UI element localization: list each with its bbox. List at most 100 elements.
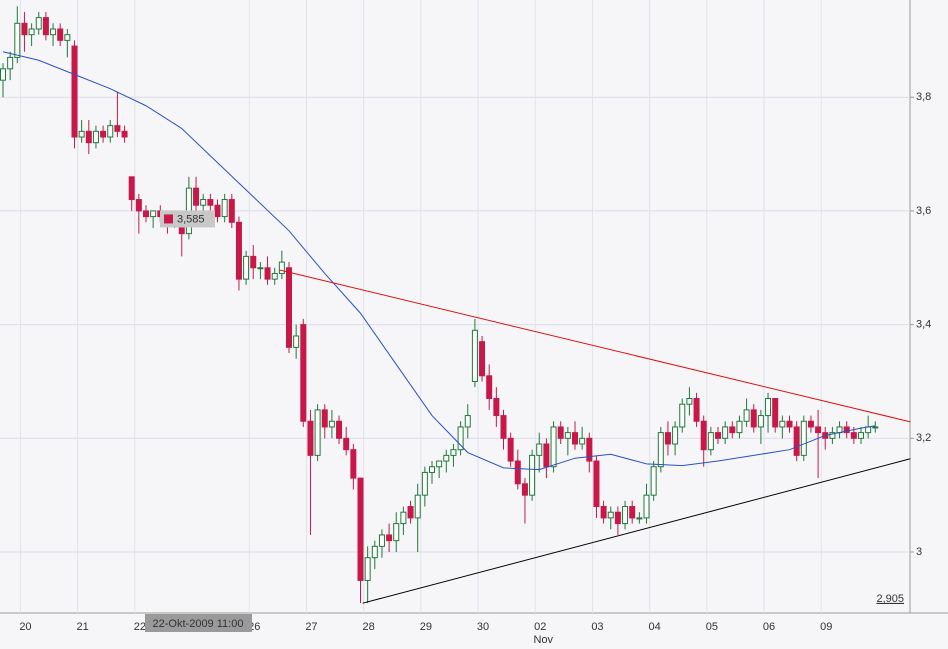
candle-body — [321, 409, 328, 428]
candle-body — [779, 420, 786, 428]
time-label: 22-Okt-2009 11:00 — [153, 618, 244, 630]
candle-body — [586, 437, 593, 462]
candle-body — [143, 210, 149, 218]
candle-body — [307, 420, 314, 456]
candle-body — [843, 426, 850, 434]
candle-body — [343, 437, 350, 451]
x-tick-label: 30 — [477, 621, 489, 633]
candle-body — [865, 426, 872, 434]
month-label: Nov — [533, 634, 553, 646]
candle-body — [443, 454, 450, 462]
x-tick-label: 09 — [820, 621, 832, 633]
candle-body — [35, 17, 42, 30]
y-tick-label: 3 — [916, 546, 922, 558]
candle-body — [557, 426, 564, 439]
candle-body — [28, 28, 35, 36]
candle-body — [629, 506, 636, 519]
candle-body — [572, 432, 578, 445]
x-tick-label: 05 — [706, 621, 718, 633]
candle-body — [407, 506, 414, 519]
candle-body — [436, 460, 443, 468]
candle-body — [328, 420, 335, 428]
x-tick-label: 22 — [134, 621, 146, 633]
y-tick-label: 3,8 — [916, 91, 931, 103]
candle-body — [529, 454, 536, 496]
candle-body — [235, 221, 242, 280]
candle-body — [85, 130, 92, 144]
candle-body — [786, 420, 793, 428]
candle-body — [371, 545, 378, 559]
min-label: 2,905 — [876, 593, 904, 605]
candle-body — [128, 176, 135, 201]
x-tick-label: 04 — [649, 621, 661, 633]
candle-body — [100, 130, 107, 138]
candle-body — [414, 494, 421, 519]
candle-body — [650, 466, 657, 496]
candle-body — [757, 415, 764, 428]
candle-body — [336, 420, 343, 439]
candle-body — [464, 415, 471, 428]
candle-body — [793, 426, 800, 456]
candle-body — [715, 432, 721, 439]
candle-body — [193, 187, 200, 206]
candle-body — [521, 483, 528, 496]
x-tick-label: 20 — [19, 621, 31, 633]
candle-body — [214, 204, 221, 218]
candle-body — [493, 398, 500, 417]
candle-body — [471, 329, 478, 382]
candle-body — [765, 398, 772, 417]
candle-body — [457, 426, 464, 451]
candle-body — [829, 432, 836, 439]
candle-body — [243, 255, 250, 280]
x-tick-label: 21 — [77, 621, 89, 633]
candle-body — [800, 420, 807, 456]
candle-body — [514, 460, 521, 485]
candle-body — [479, 341, 486, 377]
candle-body — [536, 443, 543, 456]
candle-body — [150, 210, 157, 218]
candle-body — [228, 199, 235, 223]
candle-body — [693, 398, 700, 422]
candle-body — [486, 375, 493, 400]
candle-body — [71, 45, 78, 138]
candle-body — [421, 471, 428, 496]
candle-body — [107, 125, 114, 138]
candle-body — [64, 34, 71, 41]
candle-body — [50, 28, 57, 36]
candle-body — [114, 125, 121, 132]
candle-body — [807, 420, 814, 428]
candle-body — [772, 398, 779, 428]
y-tick-label: 3,6 — [916, 205, 931, 217]
candle-body — [850, 432, 857, 439]
candle-body — [500, 415, 507, 439]
candle-body — [429, 466, 435, 473]
trend-line — [279, 269, 911, 423]
y-tick-label: 3,4 — [916, 319, 931, 331]
candle-body — [815, 426, 822, 434]
candle-body — [400, 511, 407, 525]
candle-body — [722, 426, 729, 439]
candle-body — [607, 511, 614, 519]
candle-body — [707, 432, 714, 451]
candle-body — [250, 255, 257, 269]
candle-body — [450, 449, 457, 456]
candle-body — [314, 409, 321, 456]
candle-body — [636, 517, 643, 520]
x-tick-label: 03 — [591, 621, 603, 633]
trend-line — [362, 458, 911, 604]
candle-body — [622, 506, 629, 525]
candle-body — [679, 403, 686, 428]
candle-body — [672, 426, 679, 445]
x-tick-label: 02 — [534, 621, 546, 633]
candle-body — [357, 477, 364, 581]
candle-body — [579, 437, 586, 445]
candle-body — [350, 449, 357, 479]
candle-body — [543, 443, 550, 468]
candle-body — [207, 199, 214, 206]
candle-body — [614, 511, 621, 525]
candle-body — [286, 267, 292, 348]
candle-body — [593, 460, 600, 508]
x-tick-label: 06 — [763, 621, 775, 633]
crosshair-value: 3,585 — [177, 213, 205, 225]
